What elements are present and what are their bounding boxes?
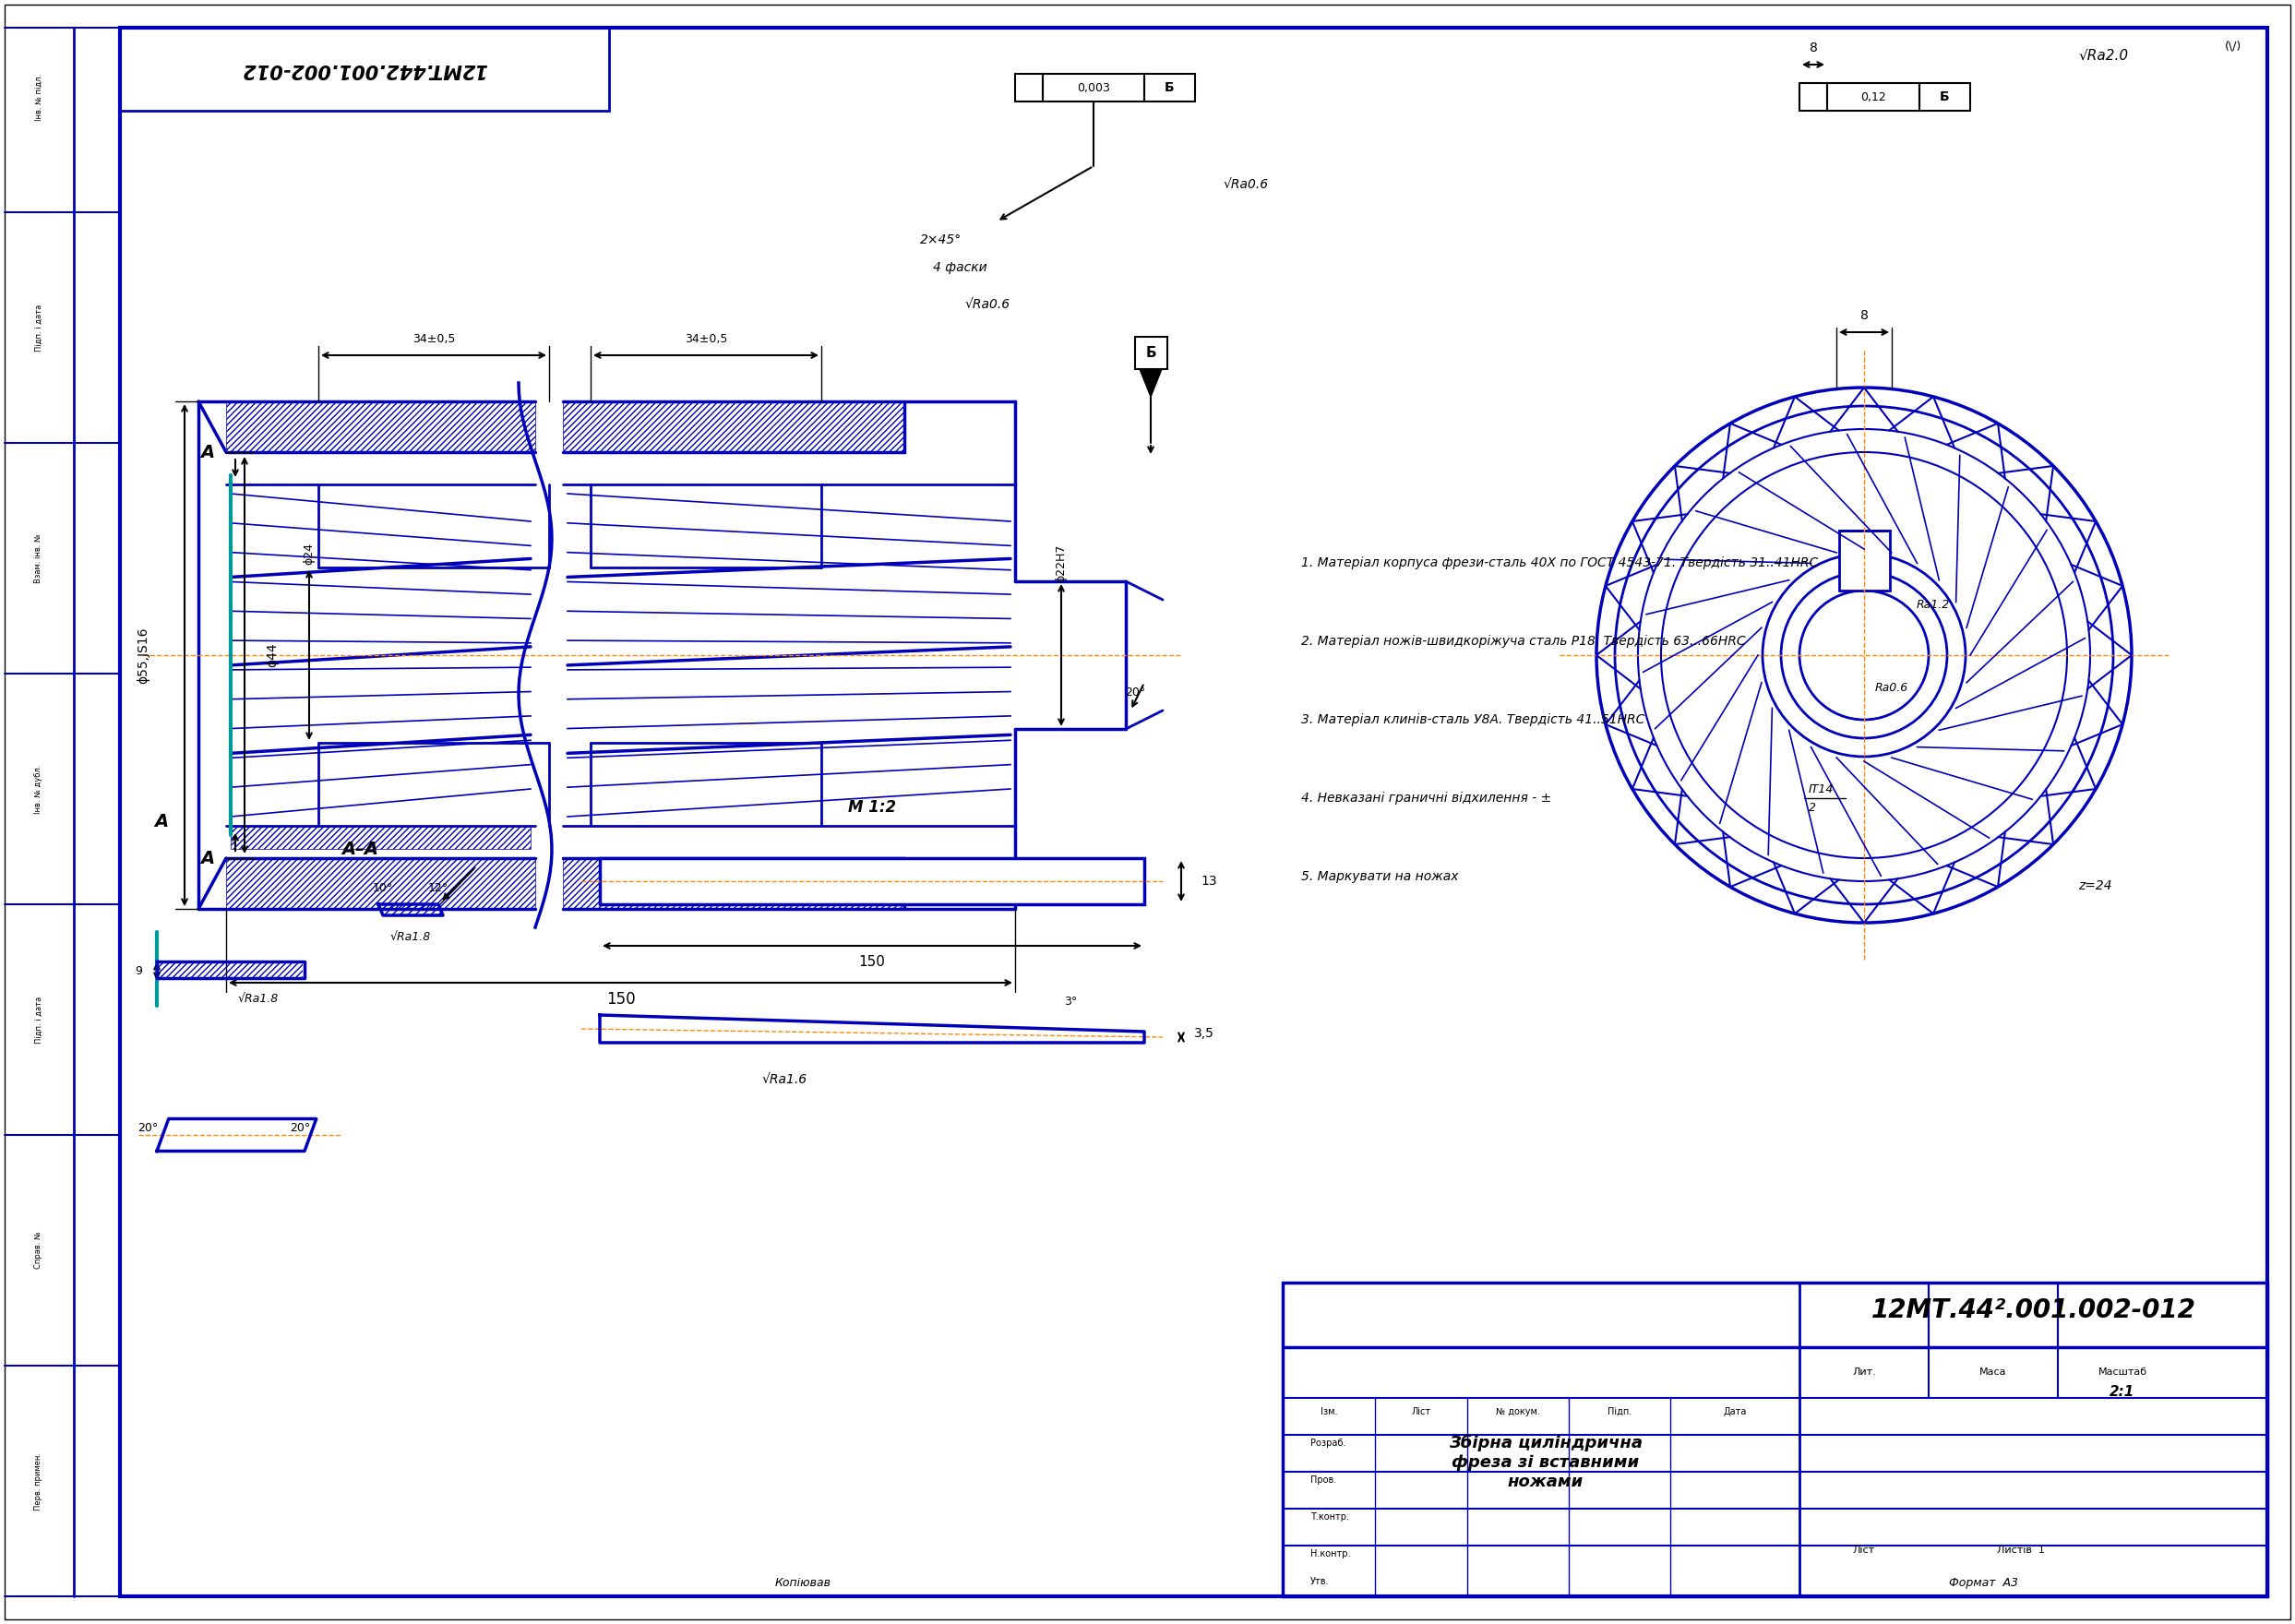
Text: 10°: 10° [372,882,392,893]
Text: 13: 13 [1200,875,1216,888]
Text: 1. Матеріал корпуса фрези-сталь 40Х по ГОСТ 4543-71. Твердість 31..41HRC: 1. Матеріал корпуса фрези-сталь 40Х по Г… [1301,557,1818,570]
Text: Копіював: Копіював [776,1577,831,1588]
Text: № докум.: № докум. [1496,1406,1540,1416]
Text: Підп.: Підп. [1606,1406,1632,1416]
Bar [1827,83,1919,110]
Text: Листів  1: Листів 1 [1997,1546,2045,1554]
Text: 12MT.442.001.002-012: 12MT.442.001.002-012 [241,60,487,78]
Bar [1799,83,1827,110]
Text: Пров.: Пров. [1310,1476,1336,1484]
Text: 0,003: 0,003 [1076,81,1111,94]
Text: 34±0,5: 34±0,5 [413,333,454,344]
Text: Утв.: Утв. [1310,1577,1329,1587]
Text: 2. Матеріал ножів-швидкоріжуча сталь P18. Твердість 63...66HRC: 2. Матеріал ножів-швидкоріжуча сталь P18… [1301,635,1746,648]
Text: Масштаб: Масштаб [2098,1367,2146,1377]
Bar [119,28,608,110]
Text: Збірна циліндрична
фреза зі вставними
ножами: Збірна циліндрична фреза зі вставними но… [1448,1436,1643,1489]
Bar [1042,73,1145,101]
Text: √Ra1.6: √Ra1.6 [762,1073,808,1086]
Text: 4. Невказані граничні відхилення - ±: 4. Невказані граничні відхилення - ± [1301,793,1551,804]
Text: 12°: 12° [429,882,448,893]
Text: Формат  А3: Формат А3 [1948,1577,2020,1588]
Text: Б: Б [1939,91,1948,104]
Bar [227,857,535,909]
Text: 20°: 20° [138,1122,158,1134]
Text: 150: 150 [858,955,886,968]
Bar [1145,73,1196,101]
Bar [562,401,904,451]
Bar [1838,531,1889,591]
Bar [381,905,441,916]
Text: Справ. №: Справ. № [34,1231,44,1268]
Text: √Ra1.8: √Ra1.8 [239,992,278,1004]
Polygon shape [1141,369,1161,396]
Text: Ліст: Ліст [1411,1406,1430,1416]
Text: 0,12: 0,12 [1861,91,1886,102]
Text: 2: 2 [1808,801,1815,814]
Text: 3. Матеріал клинів-сталь У8А. Твердість 41..51HRC: 3. Матеріал клинів-сталь У8А. Твердість … [1301,713,1646,726]
Text: Лит.: Лит. [1852,1367,1875,1377]
Text: √Ra1.8: √Ra1.8 [390,931,431,942]
Text: A: A [154,812,168,830]
Text: Підп. і дата: Підп. і дата [34,304,44,351]
Text: 4 фаски: 4 фаски [932,261,987,274]
Text: 8: 8 [1859,309,1868,322]
Text: 150: 150 [606,991,636,1007]
Text: Маса: Маса [1981,1367,2006,1377]
Bar [232,827,530,849]
Text: 8: 8 [1808,42,1818,55]
Bar [1014,73,1042,101]
Text: Перв. примен.: Перв. примен. [34,1452,44,1510]
Text: 3°: 3° [1065,996,1076,1007]
Text: 9: 9 [135,965,142,976]
Text: Підп. і дата: Підп. і дата [34,996,44,1043]
Bar [1919,83,1969,110]
Text: ϕ55,JS16: ϕ55,JS16 [138,627,149,684]
Text: Б: Б [1164,81,1175,94]
Bar [1283,1283,2267,1596]
Bar [562,857,904,909]
Text: 2×45°: 2×45° [920,234,962,247]
Text: Інв. № підл.: Інв. № підл. [34,73,44,120]
Text: Взам. інв. №: Взам. інв. № [34,533,44,583]
Text: Б: Б [1145,346,1157,359]
Text: 20°: 20° [1125,685,1145,698]
Text: z=24: z=24 [2077,879,2111,892]
Text: IT14: IT14 [1808,783,1834,794]
Text: 20°: 20° [289,1122,310,1134]
Text: A: A [200,443,216,461]
Text: Інв. № дубл.: Інв. № дубл. [34,765,44,814]
Text: Дата: Дата [1724,1406,1746,1416]
Text: Н.контр.: Н.контр. [1310,1549,1349,1559]
Text: A: A [200,849,216,867]
Text: 2:1: 2:1 [2109,1385,2134,1398]
Text: √Ra2.0: √Ra2.0 [2079,49,2130,62]
Text: A–A: A–A [342,840,379,857]
Text: М 1:2: М 1:2 [847,799,895,815]
Text: (\/): (\/) [2224,41,2242,52]
Text: 34±0,5: 34±0,5 [684,333,728,344]
Bar [227,401,535,451]
Text: √Ra0.6: √Ra0.6 [964,299,1010,310]
Text: ϕ24: ϕ24 [303,542,314,565]
Text: 5. Маркувати на ножах: 5. Маркувати на ножах [1301,870,1460,883]
Bar [158,963,303,978]
Text: Ra1.2: Ra1.2 [1916,598,1951,611]
Text: Розраб.: Розраб. [1310,1439,1345,1447]
Text: ϕ22H7: ϕ22H7 [1056,544,1067,581]
Text: Ізм.: Ізм. [1320,1406,1338,1416]
Text: ϕ44: ϕ44 [266,643,278,667]
Text: Т.контр.: Т.контр. [1310,1512,1349,1522]
Text: 3,5: 3,5 [1193,1026,1214,1039]
Bar [599,857,1145,905]
Text: 12МТ.44².001.002-012: 12МТ.44².001.002-012 [1870,1298,2196,1324]
Text: Ліст: Ліст [1852,1546,1875,1554]
Bar [1136,336,1168,369]
Text: Ra0.6: Ra0.6 [1875,682,1909,693]
Text: √Ra0.6: √Ra0.6 [1223,179,1269,192]
